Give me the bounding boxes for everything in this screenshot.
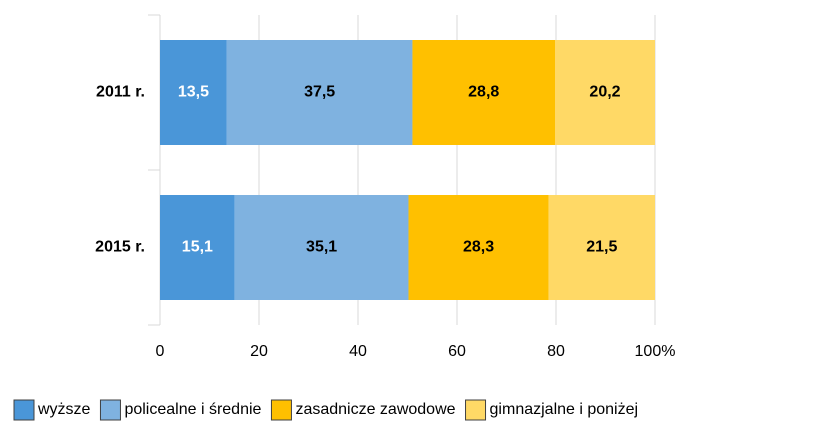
- bar-segment: [408, 195, 549, 300]
- data-label: 21,5: [586, 239, 617, 256]
- bar-segment: [160, 40, 227, 145]
- category-label: 2011 r.: [96, 84, 145, 101]
- data-label: 35,1: [306, 239, 337, 256]
- category-label: 2015 r.: [95, 239, 145, 256]
- x-tick-label: 100%: [635, 343, 676, 360]
- legend-label: gimnazjalne i poniżej: [490, 401, 639, 418]
- bar-segment: [548, 195, 655, 300]
- x-tick-label: 40: [349, 343, 367, 360]
- legend-label: zasadnicze zawodowe: [295, 401, 455, 418]
- bar-segment: [160, 195, 235, 300]
- legend-swatch: [465, 399, 487, 421]
- legend-swatch: [99, 399, 121, 421]
- data-label: 20,2: [589, 84, 620, 101]
- x-tick-label: 0: [156, 343, 165, 360]
- data-label: 28,8: [468, 84, 499, 101]
- data-label: 15,1: [182, 239, 213, 256]
- legend-label: wyższe: [37, 401, 91, 418]
- legend-swatch: [13, 399, 35, 421]
- legend-label: policealne i średnie: [124, 401, 261, 418]
- data-label: 13,5: [178, 84, 209, 101]
- x-tick-label: 20: [250, 343, 268, 360]
- x-tick-label: 80: [547, 343, 565, 360]
- bar-segment: [234, 195, 409, 300]
- bar-segment: [555, 40, 655, 145]
- bar-segment: [226, 40, 413, 145]
- bar-segment: [412, 40, 556, 145]
- x-tick-label: 60: [448, 343, 466, 360]
- data-label: 28,3: [463, 239, 494, 256]
- legend-swatch: [270, 399, 292, 421]
- data-label: 37,5: [304, 84, 335, 101]
